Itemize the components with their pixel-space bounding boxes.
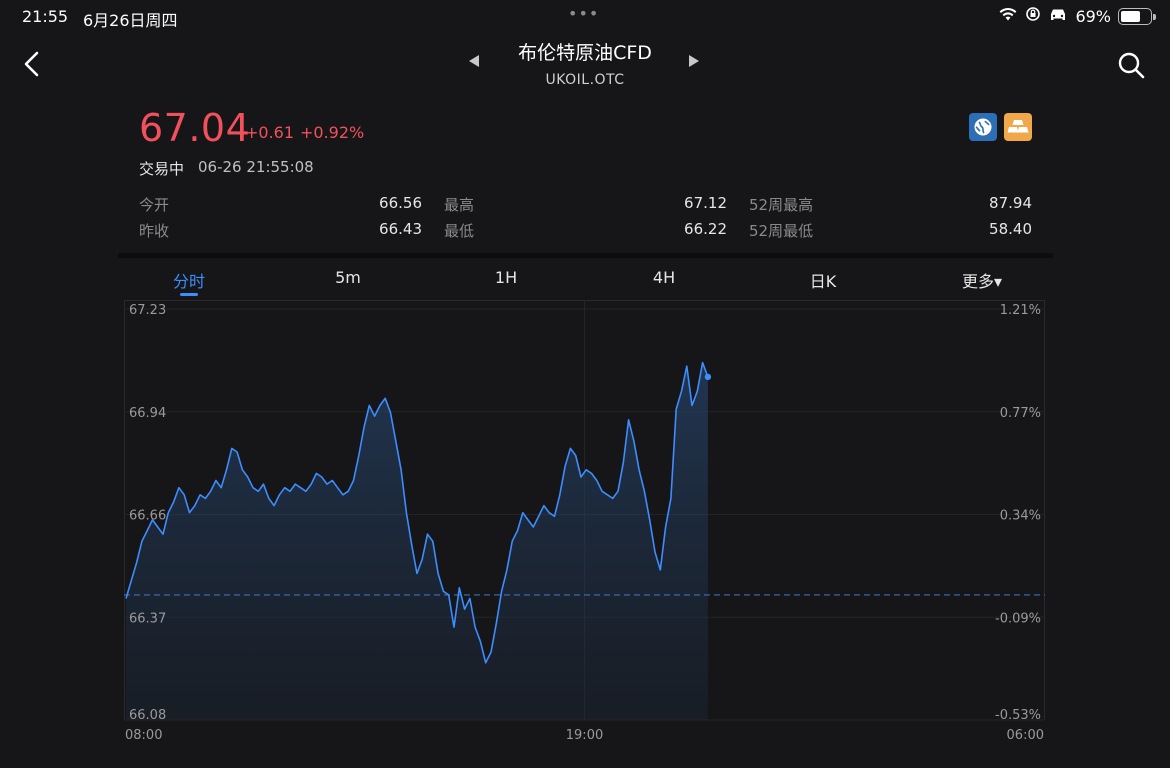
search-button[interactable] — [1116, 50, 1146, 80]
quote-stats: 今开 66.56 最高 67.12 52周最高 87.94 昨收 66.43 最… — [139, 194, 1032, 246]
active-tab-indicator — [180, 293, 198, 296]
pct-tick-label: 0.34% — [1000, 509, 1041, 524]
stat-label: 今开 — [139, 196, 170, 214]
globe-badge[interactable] — [969, 113, 997, 141]
rotation-lock-icon — [1025, 6, 1041, 26]
battery-icon — [1118, 7, 1156, 25]
trading-status: 交易中 — [139, 160, 185, 178]
back-button[interactable] — [18, 48, 48, 80]
status-indicators: 69% — [998, 6, 1156, 26]
y-tick-label: 67.23 — [129, 303, 166, 318]
stat-value: 67.12 — [684, 194, 727, 212]
price-area — [126, 362, 708, 720]
search-icon — [1118, 52, 1145, 79]
symbol-name: 布伦特原油CFD — [518, 42, 652, 64]
period-tabs: 分时 5m 1H 4H 日K 更多▾ — [110, 258, 1060, 300]
multitask-dots-icon[interactable]: ••• — [568, 4, 600, 23]
symbol-code: UKOIL.OTC — [545, 72, 625, 88]
next-arrow-icon — [689, 55, 699, 67]
tab-4h[interactable]: 4H — [652, 268, 676, 287]
stat-value: 58.40 — [989, 220, 1032, 238]
y-tick-label: 66.94 — [129, 406, 166, 421]
gold-bars-icon — [1007, 120, 1029, 133]
stat-label: 昨收 — [139, 222, 170, 240]
stat-open: 今开 66.56 — [139, 194, 422, 216]
x-tick-label: 08:00 — [125, 728, 162, 743]
price-change-percent: +0.92% — [300, 123, 365, 142]
pct-tick-label: 0.77% — [1000, 406, 1041, 421]
navigation-bar: 布伦特原油CFD UKOIL.OTC — [0, 34, 1170, 98]
stat-value: 66.43 — [379, 220, 422, 238]
car-mode-icon — [1048, 7, 1068, 26]
stat-low: 最低 66.22 — [444, 220, 727, 242]
intraday-chart[interactable]: 67.23 1.21% 66.94 0.77% 66.66 0.34% 66.37 -0.09… — [124, 300, 1045, 768]
tab-5m[interactable]: 5m — [335, 268, 361, 287]
chevron-left-icon — [24, 51, 39, 77]
tab-1h[interactable]: 1H — [494, 268, 518, 287]
status-date: 6月26日周四 — [83, 11, 178, 30]
stat-high: 最高 67.12 — [444, 194, 727, 216]
pct-tick-label: -0.53% — [995, 708, 1041, 723]
tab-daily[interactable]: 日K — [809, 272, 837, 291]
stat-prev-close: 昨收 66.43 — [139, 220, 422, 242]
stat-value: 87.94 — [989, 194, 1032, 212]
pct-tick-label: 1.21% — [1000, 303, 1041, 318]
x-tick-label: 19:00 — [566, 728, 603, 743]
stat-value: 66.22 — [684, 220, 727, 238]
prev-symbol-button[interactable] — [468, 54, 480, 72]
tab-intraday[interactable]: 分时 — [172, 272, 205, 291]
stat-value: 66.56 — [379, 194, 422, 212]
y-tick-label: 66.66 — [129, 509, 166, 524]
wifi-icon — [998, 6, 1018, 26]
status-time: 21:55 — [22, 7, 69, 26]
prev-arrow-icon — [469, 55, 479, 67]
y-tick-label: 66.37 — [129, 611, 166, 626]
y-tick-label: 66.08 — [129, 708, 166, 723]
stat-label: 52周最低 — [749, 222, 814, 240]
price-line — [125, 361, 709, 664]
stat-52w-low: 52周最低 58.40 — [749, 220, 1032, 242]
commodity-badge[interactable] — [1004, 113, 1032, 141]
battery-percent: 69% — [1075, 6, 1111, 26]
globe-icon — [974, 118, 992, 136]
price-change: +0.61 — [245, 123, 295, 142]
last-price: 67.04 — [139, 106, 251, 150]
stat-label: 最低 — [444, 222, 475, 240]
chart-canvas[interactable]: 67.23 1.21% 66.94 0.77% 66.66 0.34% 66.37 -0.09… — [124, 300, 1045, 768]
stat-52w-high: 52周最高 87.94 — [749, 194, 1032, 216]
last-price-dot — [704, 373, 712, 381]
section-divider — [118, 253, 1053, 258]
quote-timestamp: 06-26 21:55:08 — [198, 158, 314, 176]
status-bar: 21:55 6月26日周四 ••• 69% — [0, 0, 1170, 34]
stat-label: 最高 — [444, 196, 475, 214]
next-symbol-button[interactable] — [688, 54, 700, 72]
x-tick-label: 06:00 — [1007, 728, 1044, 743]
tab-more[interactable]: 更多▾ — [961, 272, 1003, 291]
pct-tick-label: -0.09% — [995, 611, 1041, 626]
stat-label: 52周最高 — [749, 196, 814, 214]
